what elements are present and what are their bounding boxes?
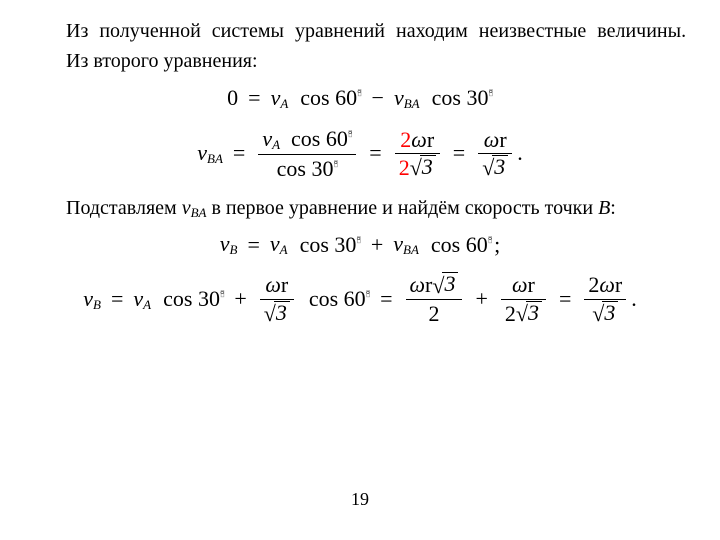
equals-sign: =: [248, 85, 260, 111]
page-number: 19: [0, 489, 720, 510]
eq3-cos60: cos 60°▯: [431, 232, 492, 258]
equation-3: vB = vA cos 30°▯ + vBA cos 60°▯ ;: [30, 231, 690, 258]
paragraph-1: Из полученной системы уравнений находим …: [30, 18, 690, 44]
eq2-frac3: ωr √3: [478, 127, 512, 181]
eq4-t2-cos: cos 60°▯: [309, 286, 370, 312]
eq2-frac2: 2ωr 2√3: [395, 127, 440, 181]
eq3-vBA: vBA: [393, 231, 419, 258]
eq3-lhs: vB: [220, 231, 238, 258]
eq3-vA: vA: [270, 231, 288, 258]
para3-pre: Подставляем: [66, 197, 182, 219]
paragraph-2: Из второго уравнения:: [30, 48, 690, 74]
paragraph-3: Подставляем vBA в первое уравнение и най…: [30, 195, 690, 221]
minus-sign: −: [372, 85, 384, 111]
eq2-frac1: vA cos 60°▯ cos 30°▯: [258, 126, 356, 181]
paragraph-1-text: Из полученной системы уравнений находим …: [66, 20, 686, 42]
eq2-lhs: vBA: [197, 140, 223, 167]
equation-4: vB = vA cos 30°▯ + ωr √3 cos 60°▯ = ωr√3…: [30, 272, 690, 326]
eq4-t1-cos: cos 30°▯: [163, 286, 224, 312]
eq2-terminator: .: [517, 140, 523, 166]
eq3-cos30: cos 30°▯: [300, 232, 361, 258]
eq1-cos30: cos 30°▯: [432, 85, 493, 111]
eq4-r1b: ωr 2√3: [501, 272, 546, 326]
eq4-r1a: ωr√3 2: [406, 272, 463, 326]
plus-sign: +: [371, 232, 383, 258]
eq1-cos60: cos 60°▯: [300, 85, 361, 111]
eq4-t1: vA: [133, 286, 151, 313]
para3-post: в первое уравнение и найдём скорость точ…: [206, 197, 598, 219]
eq4-r2: 2ωr √3: [584, 272, 626, 326]
eq4-lhs: vB: [83, 286, 101, 313]
eq1-term-vA: vA: [271, 85, 289, 112]
paragraph-2-text: Из второго уравнения:: [66, 50, 258, 72]
eq4-terminator: .: [631, 286, 637, 312]
eq4-t2-frac: ωr √3: [260, 272, 294, 326]
equation-1: 0 = vA cos 60°▯ − vBA cos 30°▯: [30, 85, 690, 112]
eq1-lhs: 0: [227, 85, 238, 111]
para3-pointB: B: [598, 197, 610, 219]
para3-var: vBA: [182, 197, 207, 219]
equation-2: vBA = vA cos 60°▯ cos 30°▯ = 2ωr 2√3 = ω…: [30, 126, 690, 181]
eq1-term-vBA: vBA: [394, 85, 420, 112]
eq3-terminator: ;: [494, 232, 500, 258]
page: Из полученной системы уравнений находим …: [0, 0, 720, 540]
para3-colon: :: [610, 197, 616, 219]
